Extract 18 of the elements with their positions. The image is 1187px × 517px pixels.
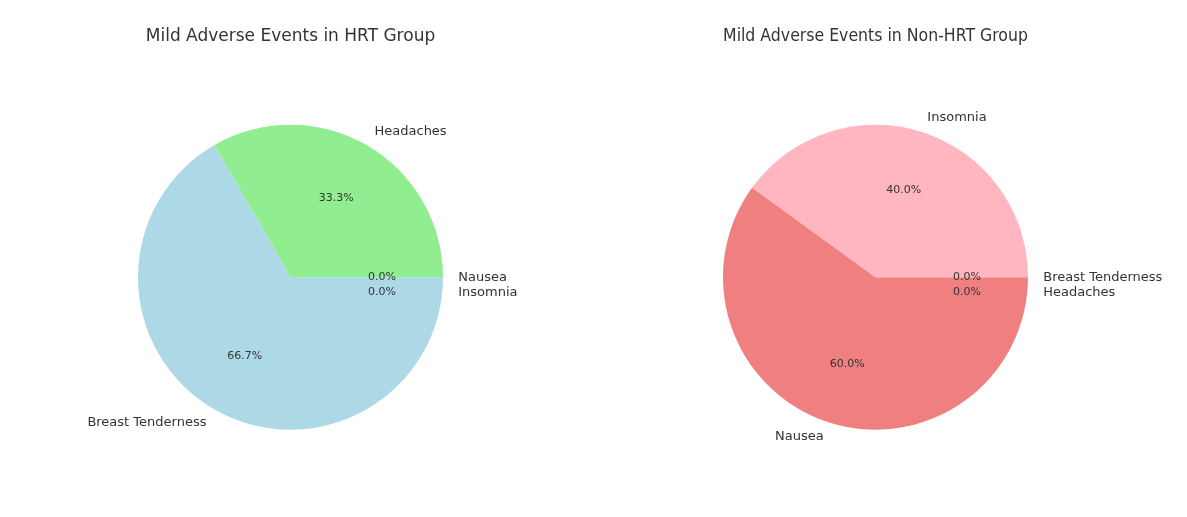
- chart-title: Mild Adverse Events in Non-HRT Group: [723, 25, 1028, 45]
- data-label: 40.0%: [886, 183, 922, 197]
- text: 0.0%: [953, 285, 981, 299]
- data-label: 33.3%: [318, 190, 354, 204]
- category-label: Insomnia: [458, 283, 518, 299]
- slice-label: Headaches: [374, 123, 447, 139]
- category-label: Nausea: [458, 268, 507, 284]
- category-label: Breast Tenderness: [1043, 268, 1163, 284]
- text: 0.0%: [953, 270, 981, 284]
- text: 0.0%: [368, 285, 396, 299]
- slice-label: Breast Tenderness: [87, 413, 207, 429]
- slice-label: Nausea: [774, 428, 824, 444]
- slice-label: Insomnia: [927, 109, 987, 125]
- text: 0.0%: [368, 270, 396, 284]
- category-label: Headaches: [1043, 283, 1116, 299]
- chart-title: Mild Adverse Events in HRT Group: [145, 24, 436, 45]
- data-label: 60.0%: [829, 357, 865, 371]
- data-label: 66.7%: [227, 349, 263, 363]
